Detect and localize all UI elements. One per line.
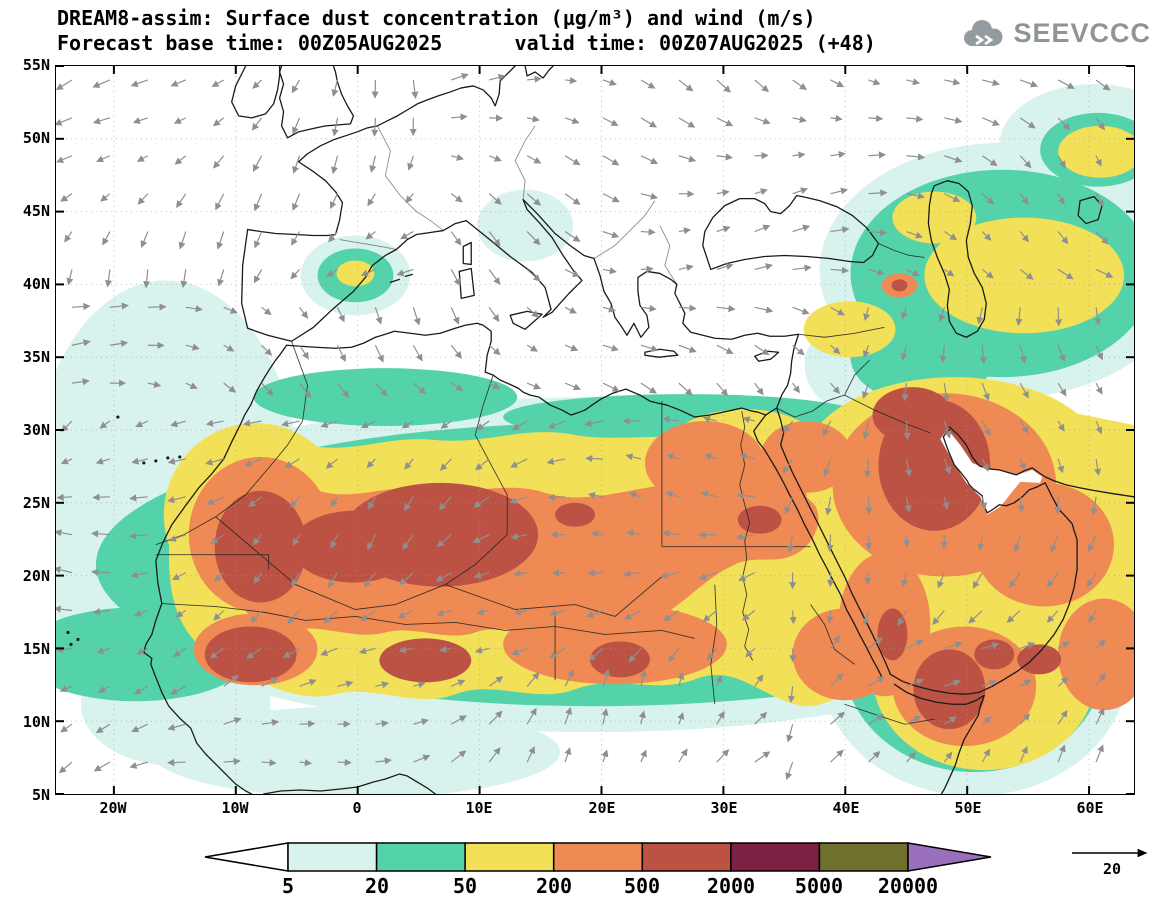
small-islands bbox=[66, 415, 182, 647]
lon-tick-label: 30E bbox=[710, 799, 738, 817]
colorbar-level-label: 50 bbox=[452, 874, 478, 898]
seevccc-logo: SEEVCCC bbox=[959, 16, 1151, 50]
colorbar-level-label: 500 bbox=[623, 874, 661, 898]
lat-tick-label: 30N bbox=[22, 421, 50, 439]
lon-tick-label: 50E bbox=[954, 799, 982, 817]
colorbar-level-label: 5000 bbox=[794, 874, 844, 898]
lon-tick-label: 10W bbox=[221, 799, 249, 817]
colorbar-level-label: 2000 bbox=[706, 874, 756, 898]
persian-gulf-water bbox=[940, 429, 1043, 515]
logo-cloud-icon bbox=[964, 20, 1003, 46]
lat-tick-label: 55N bbox=[22, 56, 50, 74]
country-borders bbox=[155, 125, 935, 725]
lat-tick-label: 5N bbox=[31, 786, 50, 804]
lon-tick-label: 60E bbox=[1076, 799, 1104, 817]
map-plot-area bbox=[55, 65, 1135, 795]
lat-tick-label: 15N bbox=[22, 640, 50, 658]
wind-reference-value: 20 bbox=[1102, 860, 1122, 878]
colorbar-level-label: 5 bbox=[281, 874, 295, 898]
lon-tick-label: 40E bbox=[832, 799, 860, 817]
lat-tick-label: 35N bbox=[22, 348, 50, 366]
lon-tick-label: 20W bbox=[99, 799, 127, 817]
coastlines bbox=[66, 66, 1134, 794]
page-title: DREAM8-assim: Surface dust concentration… bbox=[57, 6, 816, 30]
lat-tick-label: 45N bbox=[22, 202, 50, 220]
dust-map bbox=[56, 66, 1134, 794]
wind-reference-arrow bbox=[1072, 848, 1148, 858]
dust-concentration-fills bbox=[56, 83, 1134, 794]
wind-vectors bbox=[56, 72, 1114, 781]
lat-tick-label: 10N bbox=[22, 713, 50, 731]
lat-tick-label: 20N bbox=[22, 567, 50, 585]
lon-tick-label: 10E bbox=[465, 799, 493, 817]
logo-text: SEEVCCC bbox=[1013, 17, 1151, 48]
lat-tick-label: 25N bbox=[22, 494, 50, 512]
colorbar-level-label: 20 bbox=[364, 874, 390, 898]
colorbar-level-label: 20000 bbox=[877, 874, 939, 898]
colorbar-level-label: 200 bbox=[535, 874, 573, 898]
lon-tick-label: 20E bbox=[588, 799, 616, 817]
lon-tick-label: 0 bbox=[352, 799, 362, 817]
axis-tick-marks bbox=[56, 66, 1134, 794]
forecast-time-subtitle: Forecast base time: 00Z05AUG2025 valid t… bbox=[57, 31, 876, 55]
lat-tick-label: 50N bbox=[22, 129, 50, 147]
lat-tick-label: 40N bbox=[22, 275, 50, 293]
colorbar-legend bbox=[203, 842, 993, 872]
